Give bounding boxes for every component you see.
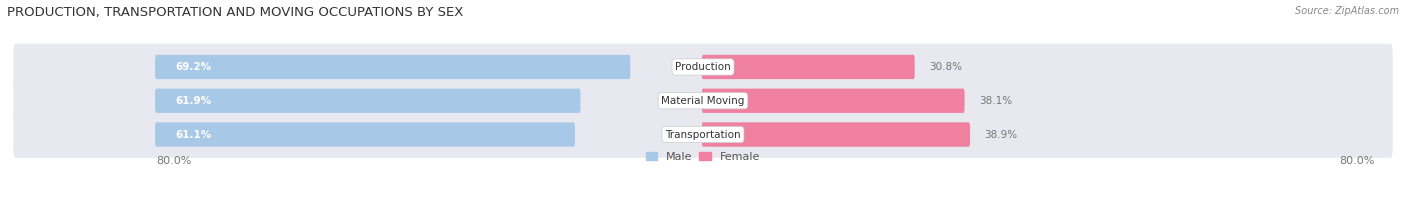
Text: Transportation: Transportation	[665, 129, 741, 139]
FancyBboxPatch shape	[13, 111, 1393, 158]
Text: PRODUCTION, TRANSPORTATION AND MOVING OCCUPATIONS BY SEX: PRODUCTION, TRANSPORTATION AND MOVING OC…	[7, 6, 464, 19]
FancyBboxPatch shape	[702, 122, 970, 147]
Text: 38.1%: 38.1%	[979, 96, 1012, 106]
FancyBboxPatch shape	[13, 77, 1393, 124]
Text: Material Moving: Material Moving	[661, 96, 745, 106]
FancyBboxPatch shape	[155, 55, 630, 79]
FancyBboxPatch shape	[702, 89, 965, 113]
Text: Production: Production	[675, 62, 731, 72]
FancyBboxPatch shape	[155, 122, 575, 147]
Text: 61.1%: 61.1%	[176, 129, 212, 139]
Text: 38.9%: 38.9%	[984, 129, 1018, 139]
Text: 69.2%: 69.2%	[176, 62, 212, 72]
Legend: Male, Female: Male, Female	[647, 152, 759, 162]
FancyBboxPatch shape	[155, 89, 581, 113]
Text: 80.0%: 80.0%	[1340, 156, 1375, 166]
FancyBboxPatch shape	[13, 44, 1393, 90]
Text: 30.8%: 30.8%	[929, 62, 962, 72]
Text: 80.0%: 80.0%	[156, 156, 191, 166]
Text: Source: ZipAtlas.com: Source: ZipAtlas.com	[1295, 6, 1399, 16]
Text: 61.9%: 61.9%	[176, 96, 212, 106]
FancyBboxPatch shape	[702, 55, 915, 79]
